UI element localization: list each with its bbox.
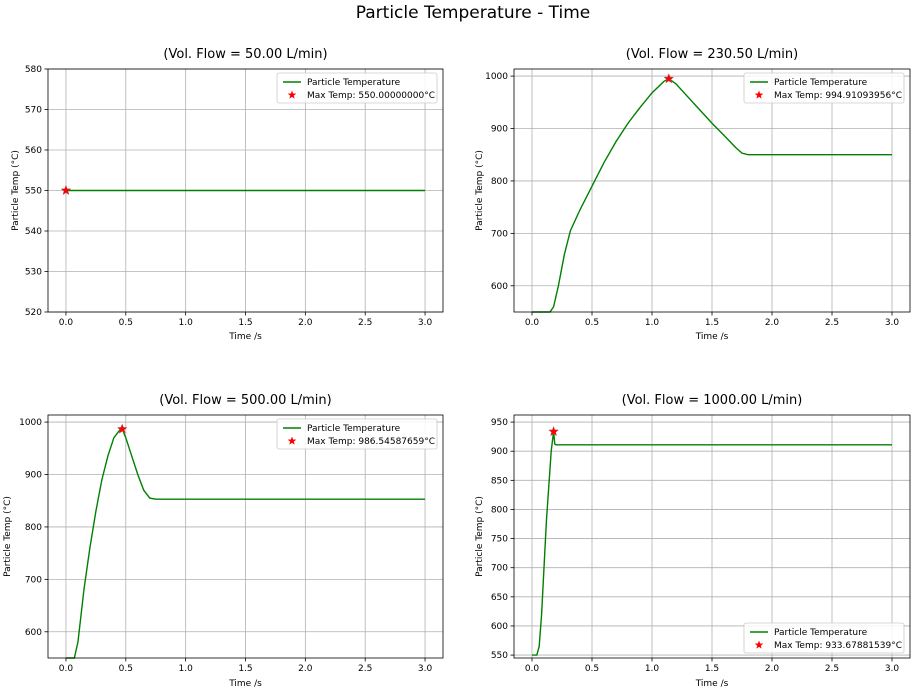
- y-tick-label: 600: [491, 622, 508, 632]
- legend: [276, 72, 438, 104]
- y-tick-label: 1000: [485, 72, 508, 82]
- legend-label-series: Particle Temperature: [307, 78, 401, 88]
- x-tick-label: 2.0: [765, 318, 780, 328]
- y-axis-label: Particle Temp (°C): [475, 150, 485, 231]
- y-tick-label: 550: [491, 651, 508, 661]
- y-tick-label: 900: [491, 447, 508, 457]
- y-tick-label: 520: [25, 308, 42, 318]
- y-tick-label: 540: [25, 227, 42, 237]
- legend-label-series: Particle Temperature: [774, 628, 868, 638]
- legend-star-swatch: [754, 90, 764, 99]
- x-tick-label: 0.0: [525, 318, 540, 328]
- subplot-3: (Vol. Flow = 500.00 L/min) 0.0 0.5 1.0 1.5 2.…: [3, 393, 444, 689]
- x-tick-label: 2.5: [825, 318, 839, 328]
- y-tick-label: 600: [491, 282, 508, 292]
- y-axis-label: Particle Temp (°C): [3, 496, 13, 577]
- x-tick-label: 1.5: [705, 664, 719, 674]
- x-axis-label: Time /s: [695, 332, 729, 342]
- x-tick-label: 2.0: [298, 318, 313, 328]
- subplot-1: (Vol. Flow = 50.00 L/min) 0.0 0.5 1.0 1.5 2.0…: [11, 47, 444, 342]
- y-tick-label: 800: [491, 505, 508, 515]
- x-tick-label: 3.0: [418, 318, 433, 328]
- x-tick-label: 0.5: [119, 664, 133, 674]
- x-axis-label: Time /s: [228, 679, 262, 689]
- subplots: (Vol. Flow = 50.00 L/min) 0.0 0.5 1.0 1.5 2.0…: [3, 47, 911, 689]
- legend-label-max-temp: Max Temp: 986.54587659°C: [307, 437, 435, 447]
- x-tick-label: 2.5: [358, 318, 372, 328]
- x-tick-label: 1.0: [178, 664, 193, 674]
- figure-title: Particle Temperature - Time: [356, 3, 590, 23]
- series-line-particle-temperature: [532, 431, 892, 656]
- x-tick-label: 0.0: [59, 318, 74, 328]
- legend-star-swatch: [287, 90, 297, 99]
- y-tick-label: 600: [25, 628, 42, 638]
- legend: [276, 418, 438, 450]
- subplot-2: (Vol. Flow = 230.50 L/min) 0.0 0.5 1.0 1.5 2.…: [475, 47, 911, 342]
- y-axis-label: Particle Temp (°C): [475, 496, 485, 577]
- x-tick-label: 1.5: [238, 664, 252, 674]
- plot-frame: [513, 68, 911, 313]
- y-tick-label: 550: [25, 187, 42, 197]
- x-tick-label: 3.0: [418, 664, 433, 674]
- max-temp-marker: [116, 423, 128, 434]
- x-tick-label: 0.5: [119, 318, 133, 328]
- y-tick-label: 650: [491, 593, 508, 603]
- x-tick-label: 2.5: [825, 664, 839, 674]
- x-tick-label: 2.5: [358, 664, 372, 674]
- y-tick-label: 700: [25, 575, 42, 585]
- legend: [743, 72, 905, 104]
- x-tick-label: 1.5: [705, 318, 719, 328]
- y-tick-label: 700: [491, 229, 508, 239]
- y-tick-label: 800: [25, 523, 42, 533]
- legend: [743, 622, 905, 654]
- x-tick-label: 2.0: [298, 664, 313, 674]
- x-tick-label: 3.0: [885, 664, 900, 674]
- y-tick-label: 560: [25, 146, 42, 156]
- legend-star-swatch: [287, 436, 297, 445]
- x-tick-label: 0.0: [59, 664, 74, 674]
- y-tick-label: 580: [25, 65, 42, 75]
- y-tick-label: 750: [491, 535, 508, 545]
- max-temp-marker: [548, 425, 560, 437]
- x-tick-label: 0.5: [585, 664, 599, 674]
- plot-frame: [47, 414, 444, 659]
- x-tick-label: 3.0: [885, 318, 900, 328]
- legend-label-max-temp: Max Temp: 550.00000000°C: [307, 91, 435, 101]
- subplot-title: (Vol. Flow = 50.00 L/min): [163, 47, 327, 62]
- y-tick-label: 530: [25, 268, 42, 278]
- x-axis-label: Time /s: [695, 679, 729, 689]
- x-tick-label: 1.0: [645, 664, 660, 674]
- y-tick-label: 900: [491, 125, 508, 135]
- y-axis-label: Particle Temp (°C): [11, 150, 21, 231]
- subplot-4: (Vol. Flow = 1000.00 L/min) 0.0 0.5 1.0 1.5 2…: [475, 393, 911, 689]
- legend-star-swatch: [754, 640, 764, 649]
- x-tick-label: 1.0: [178, 318, 193, 328]
- subplot-title: (Vol. Flow = 230.50 L/min): [626, 47, 798, 62]
- plot-frame: [47, 68, 444, 313]
- x-tick-label: 0.0: [525, 664, 540, 674]
- y-tick-label: 850: [491, 476, 508, 486]
- y-tick-label: 950: [491, 418, 508, 428]
- x-tick-label: 1.5: [238, 318, 252, 328]
- x-tick-label: 2.0: [765, 664, 780, 674]
- legend-label-series: Particle Temperature: [307, 424, 401, 434]
- subplot-title: (Vol. Flow = 500.00 L/min): [159, 393, 331, 408]
- max-temp-marker: [60, 184, 72, 196]
- subplot-title: (Vol. Flow = 1000.00 L/min): [622, 393, 803, 408]
- plot-frame: [513, 414, 911, 659]
- max-temp-marker: [663, 73, 675, 84]
- y-tick-label: 700: [491, 564, 508, 574]
- y-tick-label: 900: [25, 471, 42, 481]
- x-axis-label: Time /s: [228, 332, 262, 342]
- y-tick-label: 570: [25, 106, 42, 116]
- x-tick-label: 1.0: [645, 318, 660, 328]
- legend-label-max-temp: Max Temp: 933.67881539°C: [774, 641, 902, 651]
- x-tick-label: 0.5: [585, 318, 599, 328]
- series-line-particle-temperature: [532, 77, 892, 313]
- y-tick-label: 800: [491, 177, 508, 187]
- legend-label-max-temp: Max Temp: 994.91093956°C: [774, 91, 902, 101]
- y-tick-label: 1000: [19, 418, 42, 428]
- legend-label-series: Particle Temperature: [774, 78, 868, 88]
